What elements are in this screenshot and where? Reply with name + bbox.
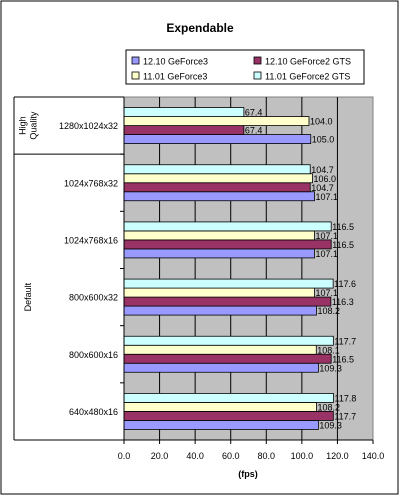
bar [123,230,315,241]
legend: 12.10 GeForce3 12.10 GeForce2 GTS 11.01 Ge… [125,49,365,85]
legend-label: 12.10 GeForce3 [143,57,208,67]
category-label: 800x600x32 [69,293,118,303]
legend-swatch [253,71,262,80]
bar [123,248,315,259]
data-label: 116.5 [332,240,354,250]
data-labels: 105.067.4104.067.4107.1104.7106.0104.710… [245,108,356,431]
bar [123,296,332,307]
legend-swatch [131,56,140,65]
grid-lines [159,97,338,440]
data-label: 104.7 [311,165,334,175]
category-label: 1024x768x32 [64,178,118,188]
category-label: 1024x768x16 [64,235,118,245]
axes: 0.0 20.0 40.0 60.0 80.0 100.0 120.0 140.0 1280x1… [13,96,385,461]
bar [123,173,313,184]
data-label: 117.6 [334,279,356,289]
x-tick-label: 120.0 [326,451,349,461]
data-label: 67.4 [245,126,263,136]
data-label: 108.1 [317,345,340,355]
bar [123,107,245,117]
plot-area [123,96,374,441]
x-tick-label: 60.0 [222,451,240,461]
bar [123,164,311,175]
bar [123,278,334,289]
bar [123,305,317,316]
data-label: 105.0 [312,135,335,145]
group-label-line: Default [23,282,33,311]
data-label: 104.0 [310,117,333,127]
x-tick-label: 80.0 [258,451,276,461]
data-label: 108.2 [317,402,340,412]
data-label: 116.5 [332,222,354,232]
bar [123,134,312,144]
bar [123,362,319,373]
bar [123,402,317,412]
x-tick-label: 0.0 [118,451,131,461]
bar [123,411,334,421]
chart-title: Expendable [166,21,234,35]
legend-swatch [131,71,140,80]
category-label: 640x480x16 [69,407,118,417]
legend-label: 12.10 GeForce2 GTS [265,57,351,67]
data-label: 116.3 [332,297,354,307]
data-label: 106.0 [314,174,337,184]
data-label: 107.1 [315,192,338,202]
data-label: 108.2 [317,306,340,316]
bar [123,344,317,355]
legend-swatch [253,56,262,65]
data-label: 104.7 [311,183,334,193]
data-label: 107.1 [315,288,338,298]
x-tick-label: 20.0 [151,451,169,461]
bar [123,335,334,346]
group-label-line: High [18,116,28,135]
legend-label: 11.01 GeForce2 GTS [265,72,350,82]
bar [123,239,332,250]
data-label: 116.5 [332,354,354,364]
x-tick-label: 140.0 [362,451,385,461]
data-label: 67.4 [245,108,263,118]
data-label: 117.7 [334,411,356,421]
bar [123,393,334,403]
data-label: 117.7 [334,336,356,346]
bar [123,287,315,298]
category-label: 1280x1024x32 [59,121,118,131]
data-label: 117.8 [335,393,357,403]
group-label: Default [23,282,33,311]
bar [123,353,332,364]
bar [123,191,315,202]
data-label: 107.1 [315,249,338,259]
group-label-line: Quality [29,111,39,140]
bar [123,420,319,430]
legend-box [125,49,365,85]
x-tick-label: 40.0 [186,451,204,461]
bar [123,116,310,126]
x-tick-label: 100.0 [291,451,314,461]
legend-label: 11.01 GeForce3 [143,72,207,82]
data-label: 107.1 [315,231,338,241]
bar [123,125,245,135]
group-label: HighQuality [18,111,39,140]
bar [123,221,332,232]
bar [123,182,311,193]
data-label: 109.3 [319,420,342,430]
x-axis-title: (fps) [238,469,258,479]
category-label: 800x600x16 [69,350,118,360]
data-label: 109.3 [319,363,342,373]
